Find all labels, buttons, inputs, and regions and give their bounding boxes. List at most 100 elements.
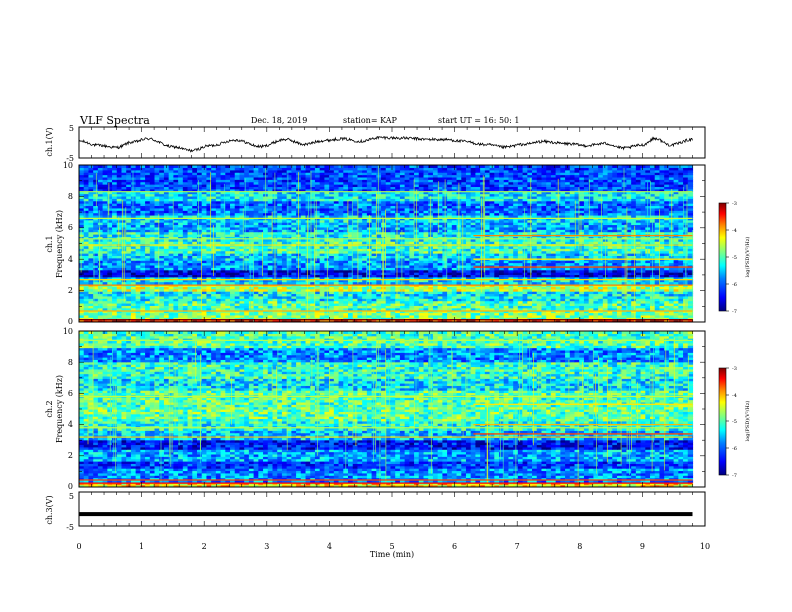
spectrogram-cell: [310, 286, 316, 290]
spectrogram-cell: [527, 262, 533, 266]
spectrogram-cell: [626, 245, 632, 249]
spectrogram-cell: [319, 279, 325, 283]
spectrogram-cell: [432, 312, 439, 316]
spectrogram-cell: [489, 245, 495, 249]
spectrogram-cell: [102, 253, 108, 256]
spectrogram-cell: [182, 312, 189, 316]
spectrogram-cell: [513, 288, 519, 292]
spectrogram-cell: [112, 267, 118, 271]
spectrogram-cell: [381, 305, 387, 309]
spectrogram-cell: [683, 319, 689, 322]
spectrogram-cell: [140, 260, 146, 264]
spectrogram-cell: [461, 281, 467, 285]
spectrogram-cell: [102, 302, 108, 306]
spectrogram-cell: [522, 286, 528, 290]
spectrogram-cell: [385, 281, 392, 285]
spectrogram-cell: [456, 319, 462, 322]
spectrogram-cell: [465, 262, 472, 266]
spectrogram-cell: [437, 245, 443, 249]
spectrogram-cell: [272, 288, 278, 292]
spectrogram-cell: [357, 288, 363, 292]
spectrogram-cell: [640, 317, 646, 321]
spectrogram-cell: [376, 279, 382, 283]
spectrogram-cell: [79, 286, 85, 290]
spectrogram-cell: [480, 312, 486, 316]
spectrogram-cell: [220, 307, 226, 311]
spectrogram-cell: [621, 281, 628, 285]
spectrogram-cell: [376, 231, 382, 235]
spectrogram-cell: [631, 302, 637, 306]
spectrogram-cell: [192, 272, 198, 276]
spectrogram-cell: [508, 262, 514, 266]
spectrogram-cell: [347, 305, 354, 309]
spectrogram-cell: [291, 267, 297, 271]
spectrogram-cell: [149, 305, 156, 309]
spectrogram-cell: [673, 276, 679, 280]
spectrogram-cell: [135, 241, 141, 245]
spectrogram-cell: [371, 319, 377, 322]
spectrogram-cell: [234, 295, 241, 299]
spectrogram-cell: [414, 312, 420, 316]
spectrogram-cell: [225, 260, 231, 264]
spectrogram-cell: [527, 245, 533, 249]
spectrogram-cell: [314, 238, 321, 242]
spectrogram-cell: [631, 248, 637, 252]
spectrogram-cell: [163, 274, 170, 278]
spectrogram-cell: [286, 257, 292, 261]
spectrogram-cell: [616, 279, 623, 283]
spectrogram-cell: [673, 302, 679, 306]
spectrogram-cell: [673, 314, 679, 318]
spectrogram-cell: [225, 305, 231, 309]
spectrogram-cell: [475, 314, 481, 318]
spectrogram-cell: [414, 267, 420, 271]
spectrogram-cell: [414, 286, 420, 290]
spectrogram-cell: [135, 264, 141, 268]
spectrogram-cell: [668, 312, 675, 316]
spectrogram-cell: [159, 314, 165, 318]
spectrogram-cell: [532, 276, 538, 280]
spectrogram-cell: [418, 262, 425, 266]
spectrogram-cell: [88, 281, 94, 285]
spectrogram-cell: [645, 295, 651, 299]
spectrogram-cell: [234, 274, 241, 278]
spectrogram-cell: [291, 238, 297, 242]
spectrogram-cell: [258, 300, 264, 304]
spectrogram-cell: [583, 255, 590, 259]
spectrogram-cell: [659, 262, 665, 266]
spectrogram-cell: [550, 305, 557, 309]
spectrogram-cell: [154, 260, 160, 264]
spectrogram-cell: [489, 250, 495, 254]
spectrogram-cell: [366, 295, 373, 299]
spectrogram-cell: [574, 286, 580, 290]
spectrogram-cell: [503, 312, 510, 316]
spectrogram-cell: [329, 264, 335, 268]
spectrogram-cell: [470, 236, 476, 240]
spectrogram-cell: [239, 286, 245, 290]
spectrogram-cell: [456, 305, 462, 309]
spectrogram-cell: [381, 298, 387, 302]
spectrogram-cell: [154, 264, 160, 268]
spectrogram-cell: [489, 274, 495, 278]
spectrogram-cell: [579, 272, 585, 276]
spectrogram-cell: [310, 305, 316, 309]
spectrogram-cell: [494, 293, 500, 297]
spectrogram-cell: [329, 269, 335, 273]
spectrogram-cell: [456, 295, 462, 299]
spectrogram-cell: [267, 295, 274, 299]
spectrogram-cell: [305, 257, 311, 261]
spectrogram-cell: [352, 298, 359, 302]
spectrogram-cell: [574, 255, 580, 259]
spectrogram-cell: [159, 279, 165, 283]
spectrogram-cell: [234, 272, 241, 276]
spectrogram-cell: [116, 302, 123, 306]
spectrogram-cell: [102, 236, 108, 240]
spectrogram-cell: [513, 319, 519, 322]
spectrogram-cell: [83, 281, 90, 285]
spectrogram-cell: [371, 257, 377, 261]
spectrogram-cell: [461, 276, 467, 280]
spectrogram-cell: [220, 281, 226, 285]
spectrogram-cell: [447, 272, 453, 276]
spectrogram-cell: [541, 238, 547, 242]
spectrogram-cell: [244, 298, 250, 302]
spectrogram-cell: [432, 288, 439, 292]
